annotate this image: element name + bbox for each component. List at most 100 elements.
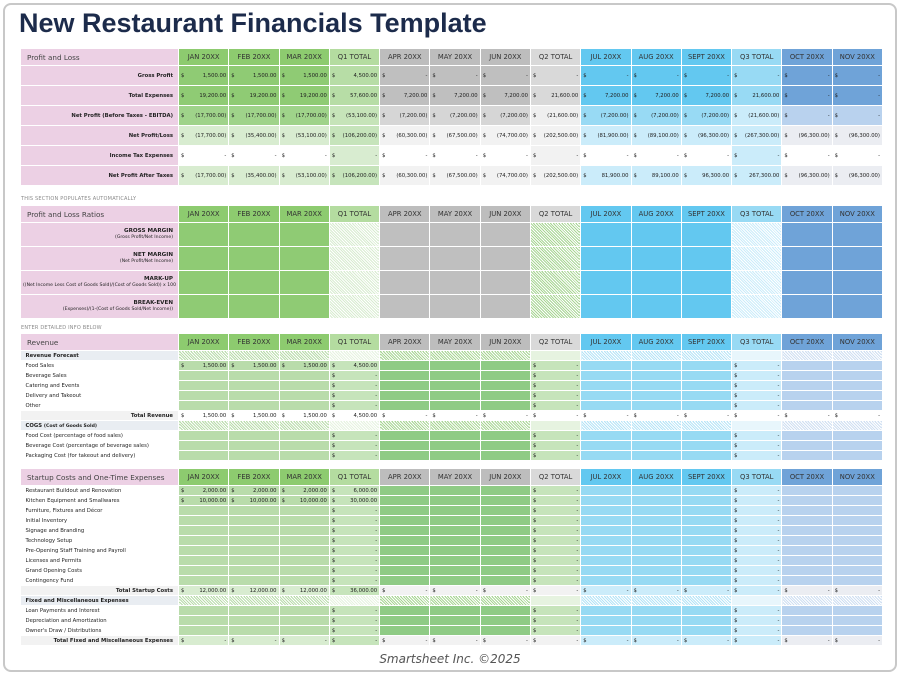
value-cell[interactable] xyxy=(781,595,833,606)
value-cell[interactable]: $ - xyxy=(329,545,381,556)
value-cell[interactable] xyxy=(631,450,682,461)
value-cell[interactable]: $1,500.00 xyxy=(278,65,330,86)
value-cell[interactable] xyxy=(429,430,481,441)
value-cell[interactable] xyxy=(379,450,431,461)
value-cell[interactable] xyxy=(831,246,884,271)
value-cell[interactable] xyxy=(681,450,733,461)
value-cell[interactable]: $ (96,300.00) xyxy=(781,125,833,146)
value-cell[interactable]: $ - xyxy=(329,450,381,461)
value-cell[interactable] xyxy=(278,222,330,247)
value-cell[interactable] xyxy=(480,390,531,401)
value-cell[interactable]: $30,000.00 xyxy=(329,495,381,506)
value-cell[interactable]: $89,100.00 xyxy=(630,165,682,186)
value-cell[interactable] xyxy=(178,505,230,516)
value-cell[interactable] xyxy=(630,294,682,319)
value-cell[interactable]: $7,200.00 xyxy=(379,85,431,106)
value-cell[interactable] xyxy=(279,535,330,546)
value-cell[interactable] xyxy=(580,294,632,319)
value-cell[interactable] xyxy=(178,545,230,556)
value-cell[interactable]: $ - xyxy=(580,635,632,646)
value-cell[interactable]: $ - xyxy=(631,635,682,646)
value-cell[interactable]: $ - xyxy=(530,440,582,451)
value-cell[interactable] xyxy=(631,555,682,566)
value-cell[interactable]: $ - xyxy=(731,505,783,516)
value-cell[interactable]: $ - xyxy=(329,525,381,536)
value-cell[interactable] xyxy=(631,605,682,616)
value-cell[interactable] xyxy=(228,430,280,441)
value-cell[interactable]: $1,500.00 xyxy=(177,65,230,86)
value-cell[interactable] xyxy=(631,505,682,516)
value-cell[interactable] xyxy=(731,420,783,431)
value-cell[interactable] xyxy=(178,535,230,546)
value-cell[interactable] xyxy=(177,246,230,271)
value-cell[interactable] xyxy=(480,450,531,461)
value-cell[interactable]: $ - xyxy=(731,615,783,626)
value-cell[interactable] xyxy=(580,515,632,526)
value-cell[interactable]: $ (89,100.00) xyxy=(630,125,682,146)
value-cell[interactable] xyxy=(781,246,833,271)
value-cell[interactable] xyxy=(731,294,783,319)
value-cell[interactable] xyxy=(832,440,884,451)
value-cell[interactable] xyxy=(731,350,783,361)
value-cell[interactable] xyxy=(681,595,733,606)
value-cell[interactable]: $ (53,100.00) xyxy=(278,165,330,186)
value-cell[interactable] xyxy=(580,246,632,271)
value-cell[interactable]: $ - xyxy=(530,485,582,496)
value-cell[interactable] xyxy=(480,495,531,506)
value-cell[interactable] xyxy=(429,350,481,361)
value-cell[interactable]: $ (21,600.00) xyxy=(529,105,582,126)
value-cell[interactable]: $ (67,500.00) xyxy=(429,125,481,146)
value-cell[interactable] xyxy=(379,294,431,319)
value-cell[interactable] xyxy=(379,595,431,606)
value-cell[interactable] xyxy=(681,545,733,556)
value-cell[interactable]: $ - xyxy=(530,495,582,506)
value-cell[interactable]: $ - xyxy=(329,615,381,626)
value-cell[interactable]: $ (7,200.00) xyxy=(680,105,733,126)
value-cell[interactable]: $21,600.00 xyxy=(529,85,582,106)
value-cell[interactable] xyxy=(429,605,481,616)
value-cell[interactable] xyxy=(178,605,230,616)
value-cell[interactable]: $ (74,700.00) xyxy=(479,165,531,186)
value-cell[interactable]: $ - xyxy=(731,485,783,496)
value-cell[interactable] xyxy=(279,430,330,441)
value-cell[interactable] xyxy=(681,440,733,451)
value-cell[interactable] xyxy=(781,485,833,496)
value-cell[interactable]: $ - xyxy=(480,585,531,596)
value-cell[interactable]: $ - xyxy=(429,65,481,86)
value-cell[interactable] xyxy=(781,440,833,451)
value-cell[interactable] xyxy=(379,400,431,411)
value-cell[interactable] xyxy=(379,535,431,546)
value-cell[interactable] xyxy=(529,294,582,319)
value-cell[interactable] xyxy=(379,525,431,536)
value-cell[interactable]: $4,500.00 xyxy=(329,410,381,421)
value-cell[interactable]: $ - xyxy=(580,410,632,421)
value-cell[interactable] xyxy=(228,246,280,271)
value-cell[interactable]: $ - xyxy=(530,525,582,536)
value-cell[interactable] xyxy=(178,525,230,536)
value-cell[interactable] xyxy=(781,360,833,371)
value-cell[interactable] xyxy=(279,450,330,461)
value-cell[interactable] xyxy=(781,575,833,586)
value-cell[interactable] xyxy=(781,545,833,556)
value-cell[interactable] xyxy=(580,400,632,411)
value-cell[interactable] xyxy=(781,625,833,636)
value-cell[interactable] xyxy=(781,565,833,576)
value-cell[interactable] xyxy=(178,350,230,361)
value-cell[interactable]: $ - xyxy=(429,145,481,166)
value-cell[interactable]: $ (96,300.00) xyxy=(781,165,833,186)
value-cell[interactable] xyxy=(580,595,632,606)
value-cell[interactable] xyxy=(177,294,230,319)
value-cell[interactable] xyxy=(178,430,230,441)
value-cell[interactable] xyxy=(279,350,330,361)
value-cell[interactable]: $ (202,500.00) xyxy=(529,125,582,146)
value-cell[interactable] xyxy=(530,350,582,361)
value-cell[interactable]: $ - xyxy=(429,635,481,646)
value-cell[interactable] xyxy=(580,485,632,496)
value-cell[interactable] xyxy=(228,222,280,247)
value-cell[interactable] xyxy=(680,246,733,271)
value-cell[interactable] xyxy=(680,294,733,319)
value-cell[interactable]: $ - xyxy=(178,635,230,646)
value-cell[interactable] xyxy=(328,270,381,295)
value-cell[interactable]: $ - xyxy=(831,65,884,86)
value-cell[interactable]: $19,200.00 xyxy=(228,85,280,106)
